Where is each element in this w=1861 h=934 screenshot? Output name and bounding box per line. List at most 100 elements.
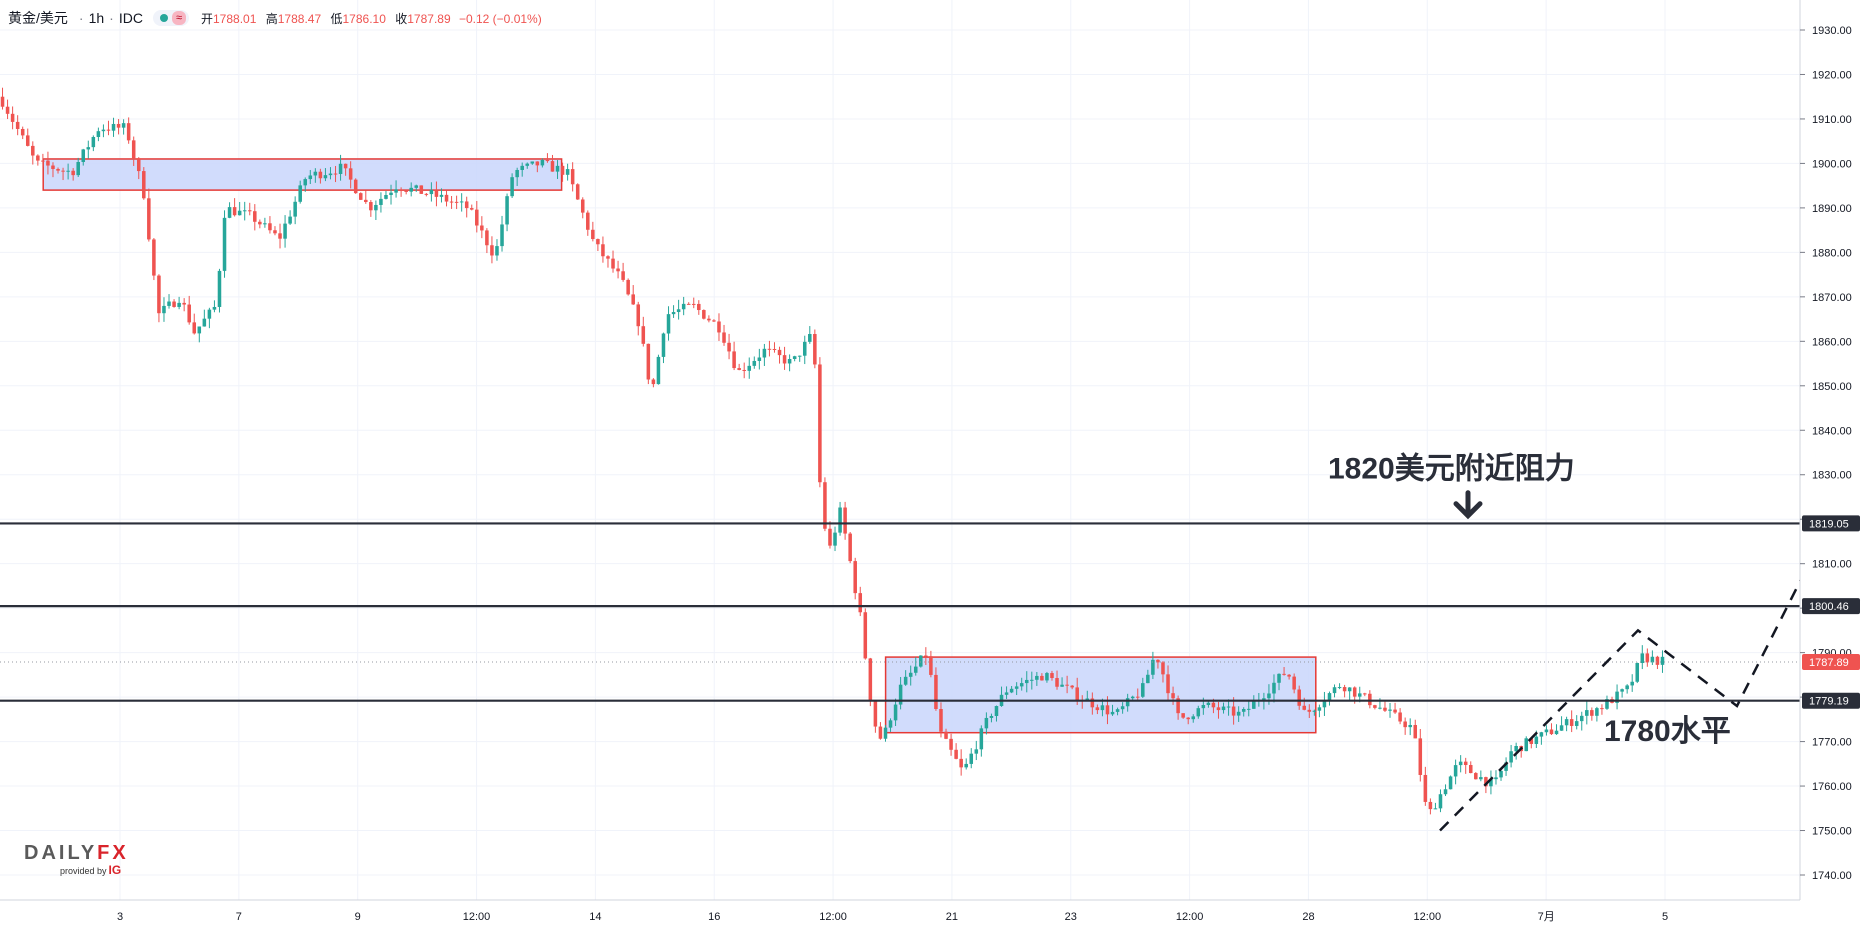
- candle-body: [873, 701, 878, 727]
- candle-body: [449, 201, 454, 203]
- candle-body: [1615, 691, 1619, 703]
- indicator-toggle[interactable]: ≈: [152, 10, 189, 26]
- candle-body: [1065, 684, 1069, 686]
- candle-body: [944, 731, 948, 739]
- candle-body: [1428, 801, 1433, 810]
- candle-body: [1363, 693, 1367, 695]
- candle-body: [560, 165, 565, 175]
- candle-body: [318, 171, 323, 179]
- candle-body: [1004, 692, 1009, 695]
- candle-body: [399, 189, 403, 191]
- candle-body: [1388, 709, 1392, 711]
- candle-body: [1262, 698, 1266, 701]
- candle-body: [121, 123, 126, 128]
- time-tick-label: 3: [117, 911, 123, 923]
- candle-body: [868, 658, 873, 702]
- candle-body: [974, 749, 979, 754]
- candle-body: [182, 302, 186, 305]
- candle-body: [878, 726, 883, 739]
- candle-body: [1009, 688, 1014, 693]
- projection-path: [1439, 509, 1838, 832]
- candle-body: [152, 239, 156, 276]
- candle-body: [1035, 675, 1039, 680]
- candle-body: [1443, 789, 1448, 795]
- candle-body: [919, 655, 923, 667]
- candle-body: [964, 763, 968, 768]
- candle-body: [192, 322, 197, 334]
- candle-body: [86, 147, 91, 150]
- candle-body: [843, 507, 847, 534]
- candle-body: [1590, 710, 1594, 716]
- candle-body: [253, 211, 257, 222]
- price-tick-label: 1770.00: [1812, 737, 1852, 749]
- candle-body: [1479, 777, 1483, 780]
- candle-body: [394, 189, 398, 193]
- candle-body: [959, 758, 963, 768]
- candle-body: [666, 314, 671, 334]
- time-tick-label: 9: [355, 911, 361, 923]
- price-tick-label: 1930.00: [1812, 25, 1852, 37]
- candle-body: [1019, 683, 1024, 687]
- price-tick-label: 1860.00: [1812, 336, 1852, 348]
- candle-body: [283, 223, 287, 239]
- candle-body: [732, 351, 736, 369]
- time-tick-label: 12:00: [463, 911, 491, 923]
- candle-body: [434, 189, 439, 197]
- candle-body: [172, 301, 176, 307]
- arrow-down-icon: [1453, 490, 1483, 520]
- candle-body: [797, 355, 802, 357]
- time-tick-label: 28: [1302, 911, 1314, 923]
- wave-icon: ≈: [171, 11, 186, 25]
- candle-body: [1544, 729, 1549, 733]
- candle-body: [61, 170, 65, 172]
- level-price-tag-bg: [1802, 598, 1860, 615]
- time-tick-label: 21: [946, 911, 958, 923]
- candle-body: [1524, 738, 1529, 752]
- candle-body: [1236, 711, 1241, 716]
- source-label: IDC: [118, 10, 143, 26]
- candle-body: [1640, 653, 1645, 664]
- candle-body: [348, 168, 353, 180]
- candle-body: [555, 165, 560, 172]
- candle-body: [500, 224, 504, 247]
- candle-body: [787, 359, 792, 364]
- last-price-tag-bg: [1802, 654, 1860, 671]
- candle-body: [66, 170, 70, 172]
- candle-body: [570, 169, 575, 185]
- candle-body: [762, 348, 767, 358]
- candle-body: [31, 145, 35, 156]
- time-tick-label: 12:00: [819, 911, 847, 923]
- candle-body: [954, 749, 958, 759]
- price-tick-label: 1890.00: [1812, 203, 1852, 215]
- candle-body: [1297, 689, 1301, 706]
- candle-body: [187, 304, 191, 323]
- logo-ig: IG: [108, 863, 122, 877]
- logo-brand-a: DAILY: [24, 842, 98, 864]
- candle-body: [116, 123, 121, 128]
- candle-body: [691, 303, 696, 305]
- candle-body: [752, 360, 757, 366]
- candle-body: [242, 210, 247, 212]
- candle-body: [41, 160, 45, 162]
- candle-body: [676, 309, 681, 313]
- candle-body: [288, 216, 292, 224]
- candle-body: [293, 201, 297, 217]
- candle-body: [469, 208, 474, 210]
- candle-body: [1605, 699, 1609, 709]
- candle-body: [379, 198, 383, 205]
- candle-body: [1554, 730, 1559, 735]
- candle-body: [1463, 761, 1468, 766]
- candle-body: [1357, 693, 1362, 697]
- candle-body: [1146, 674, 1150, 684]
- price-tick-label: 1740.00: [1812, 870, 1852, 882]
- candle-body: [586, 212, 590, 230]
- candle-body: [697, 303, 701, 311]
- candle-body: [419, 185, 424, 194]
- candle-body: [1070, 685, 1074, 688]
- candle-body: [626, 279, 630, 295]
- candle-body: [1337, 687, 1342, 689]
- candle-body: [1489, 779, 1493, 787]
- interval-label[interactable]: 1h: [88, 10, 105, 26]
- symbol-name[interactable]: 黄金/美元: [8, 10, 68, 26]
